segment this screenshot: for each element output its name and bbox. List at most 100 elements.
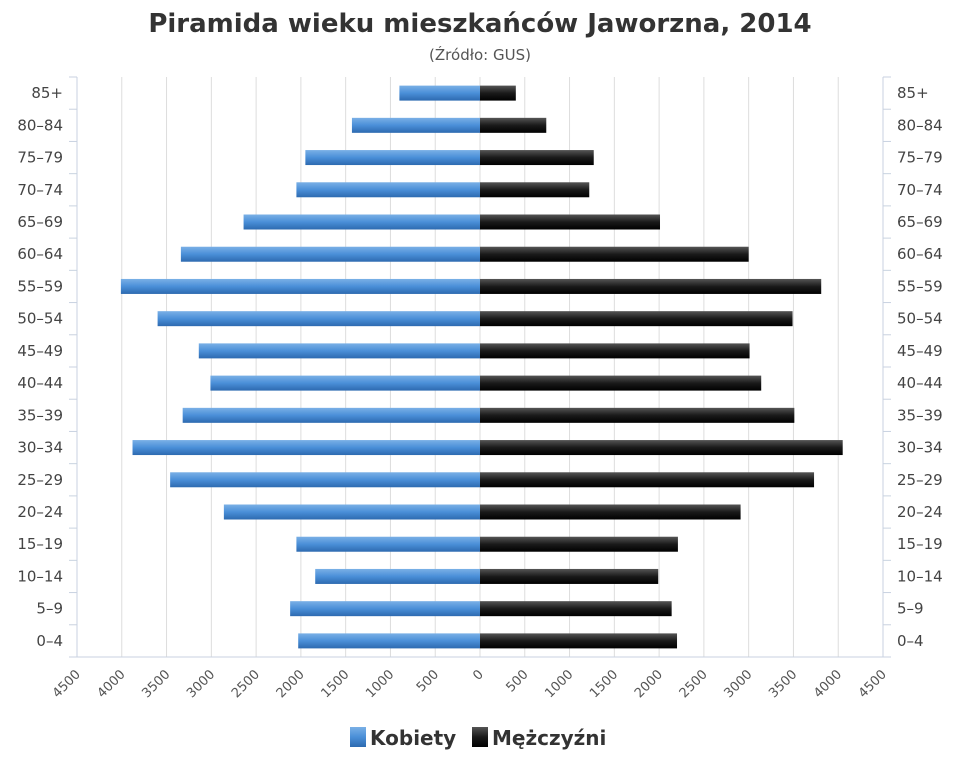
category-label-right: 0–4 xyxy=(897,632,924,650)
bar-mezczyzni xyxy=(480,601,672,617)
legend-item-label[interactable]: Mężczyźni xyxy=(492,726,606,750)
legend-item-label[interactable]: Kobiety xyxy=(370,726,456,750)
category-label-left: 80–84 xyxy=(17,116,63,134)
category-label-left: 30–34 xyxy=(17,439,63,457)
category-label-left: 70–74 xyxy=(17,181,63,199)
x-tick-label: 4000 xyxy=(811,667,845,701)
category-label-left: 35–39 xyxy=(17,406,63,424)
x-tick-label: 2500 xyxy=(677,667,711,701)
category-label-right: 60–64 xyxy=(897,245,943,263)
bar-mezczyzni xyxy=(480,85,516,101)
grid xyxy=(76,77,884,657)
x-tick-label: 1000 xyxy=(363,667,397,701)
tick-labels: 4500 4000 3500 3000 2500 2000 1500 1000 500 0 500 1… xyxy=(50,667,890,701)
bar-kobiety xyxy=(315,568,480,584)
bar-mezczyzni xyxy=(480,375,762,391)
bar-kobiety xyxy=(399,85,480,101)
category-label-right: 5–9 xyxy=(897,600,924,618)
bar-kobiety xyxy=(296,536,480,552)
bar-mezczyzni xyxy=(480,504,741,520)
category-label-right: 30–34 xyxy=(897,439,943,457)
bar-mezczyzni xyxy=(480,343,750,359)
category-label-right: 20–24 xyxy=(897,503,943,521)
category-label-right: 10–14 xyxy=(897,567,943,585)
bar-mezczyzni xyxy=(480,182,590,198)
bar-kobiety xyxy=(243,214,480,230)
x-tick-label: 2000 xyxy=(274,667,308,701)
bar-mezczyzni xyxy=(480,536,678,552)
x-tick-label: 0 xyxy=(470,667,486,683)
bar-kobiety xyxy=(305,150,480,166)
bar-kobiety xyxy=(157,311,480,327)
category-label-left: 10–14 xyxy=(17,567,63,585)
category-label-right: 65–69 xyxy=(897,213,943,231)
bar-kobiety xyxy=(132,440,480,456)
bar-kobiety xyxy=(351,117,480,133)
chart-subtitle: (Źródło: GUS) xyxy=(429,45,531,64)
x-tick-label: 2500 xyxy=(229,667,263,701)
category-label-left: 50–54 xyxy=(17,310,63,328)
category-label-left: 0–4 xyxy=(36,632,63,650)
legend-swatch xyxy=(472,727,488,747)
legend-swatch xyxy=(350,727,366,747)
bar-mezczyzni xyxy=(480,150,594,166)
x-tick-label: 500 xyxy=(503,667,531,695)
x-tick-label: 500 xyxy=(414,667,442,695)
x-tick-label: 3000 xyxy=(721,667,755,701)
bar-kobiety xyxy=(120,278,480,294)
bar-mezczyzni xyxy=(480,117,547,133)
x-tick-label: 3500 xyxy=(139,667,173,701)
x-tick-label: 1500 xyxy=(587,667,621,701)
bar-mezczyzni xyxy=(480,246,749,262)
bar-mezczyzni xyxy=(480,278,822,294)
category-label-left: 40–44 xyxy=(17,374,63,392)
bar-mezczyzni xyxy=(480,440,843,456)
bar-kobiety xyxy=(170,472,481,488)
bars xyxy=(120,85,843,649)
category-label-left: 25–29 xyxy=(17,471,63,489)
bar-kobiety xyxy=(210,375,480,391)
category-label-left: 20–24 xyxy=(17,503,63,521)
bar-mezczyzni xyxy=(480,472,815,488)
axes xyxy=(69,76,891,658)
x-tick-label: 1000 xyxy=(542,667,576,701)
x-tick-label: 4500 xyxy=(50,667,84,701)
bar-kobiety xyxy=(182,407,481,423)
category-label-left: 65–69 xyxy=(17,213,63,231)
legend: Kobiety Mężczyźni xyxy=(350,726,606,750)
x-tick-label: 3000 xyxy=(184,667,218,701)
x-tick-label: 2000 xyxy=(632,667,666,701)
x-tick-label: 4000 xyxy=(95,667,129,701)
bar-kobiety xyxy=(290,601,480,617)
category-label-right: 55–59 xyxy=(897,277,943,295)
category-label-left: 45–49 xyxy=(17,342,63,360)
bar-mezczyzni xyxy=(480,407,795,423)
bar-kobiety xyxy=(296,182,480,198)
bar-kobiety xyxy=(180,246,480,262)
x-tick-label: 4500 xyxy=(856,667,890,701)
category-label-right: 75–79 xyxy=(897,149,943,167)
category-label-right: 45–49 xyxy=(897,342,943,360)
bar-kobiety xyxy=(298,633,480,649)
category-label-right: 50–54 xyxy=(897,310,943,328)
category-label-left: 60–64 xyxy=(17,245,63,263)
bar-kobiety xyxy=(198,343,480,359)
category-label-right: 70–74 xyxy=(897,181,943,199)
x-tick-label: 1500 xyxy=(318,667,352,701)
category-label-right: 15–19 xyxy=(897,535,943,553)
category-label-right: 35–39 xyxy=(897,406,943,424)
bar-mezczyzni xyxy=(480,311,793,327)
category-label-left: 85+ xyxy=(31,84,63,102)
category-label-right: 80–84 xyxy=(897,116,943,134)
chart-title: Piramida wieku mieszkańców Jaworzna, 201… xyxy=(148,9,811,39)
category-label-right: 85+ xyxy=(897,84,929,102)
bar-kobiety xyxy=(223,504,481,520)
category-label-left: 5–9 xyxy=(36,600,63,618)
bar-mezczyzni xyxy=(480,633,678,649)
category-labels: 85+ 85+ 80–84 80–84 75–79 75–79 70–74 70–74 65–6… xyxy=(17,84,942,650)
bar-mezczyzni xyxy=(480,568,659,584)
x-tick-label: 3500 xyxy=(766,667,800,701)
category-label-right: 25–29 xyxy=(897,471,943,489)
